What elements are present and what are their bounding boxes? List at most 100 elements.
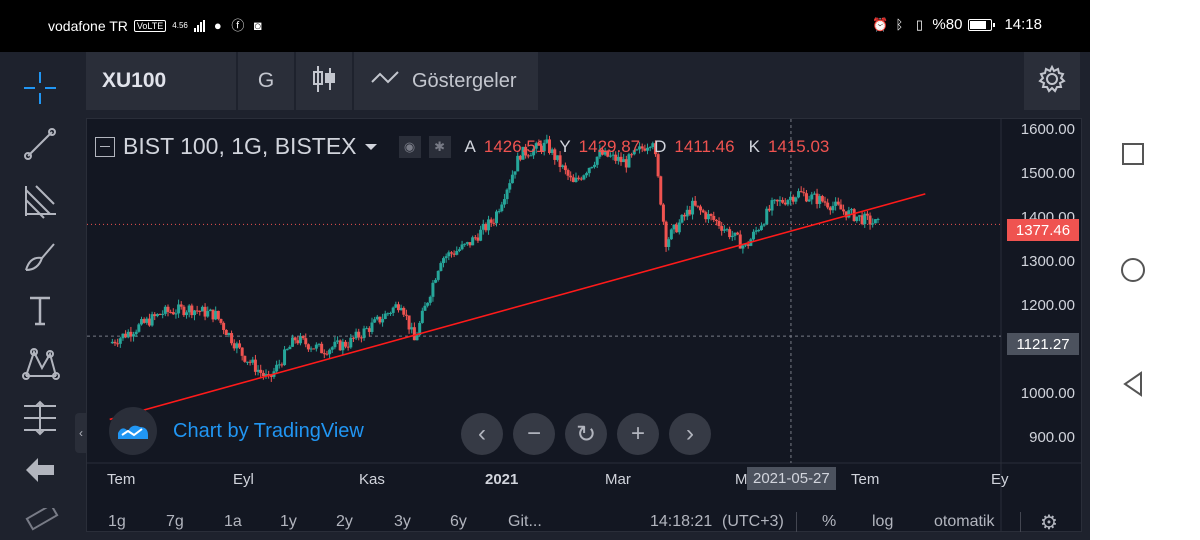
candle-body (500, 204, 504, 212)
ohlc-low-value: 1411.46 (674, 136, 735, 156)
ruler-icon[interactable] (18, 508, 62, 538)
battery-percent: %80 (932, 16, 963, 33)
candle-body (799, 191, 803, 193)
recents-icon[interactable] (1105, 126, 1161, 182)
candle-body (651, 143, 655, 148)
chart-pane[interactable]: BIST 100, 1G, BISTEX ◉ ✱ A 1426.51 Y 142… (75, 118, 1082, 532)
range-3y-button[interactable]: 3y (394, 513, 411, 530)
candle-body (291, 337, 295, 347)
clock-label: 14:18:21 (650, 513, 713, 530)
candle-body (728, 229, 732, 238)
price-chart[interactable] (87, 119, 1081, 531)
text-icon[interactable] (18, 288, 62, 332)
back-icon[interactable] (1105, 356, 1161, 412)
zoom-in-icon[interactable]: + (617, 413, 659, 455)
network-speed: 4.56 (172, 21, 188, 30)
chart-type-button[interactable] (296, 52, 352, 110)
candle-body (661, 204, 665, 222)
candle-body (333, 341, 337, 348)
chevron-right-icon[interactable]: › (669, 413, 711, 455)
fib-icon[interactable] (18, 178, 62, 222)
candle-body (232, 343, 236, 349)
candle-body (434, 279, 438, 283)
chevron-down-icon[interactable] (364, 143, 377, 150)
zoom-out-icon[interactable]: − (513, 413, 555, 455)
goto-button[interactable]: Git... (508, 513, 542, 530)
ohlc-low-key: D (654, 136, 667, 156)
timeframe-button[interactable]: G (238, 52, 294, 110)
legend-title[interactable]: BIST 100, 1G, BISTEX (123, 133, 357, 159)
candle-body (426, 302, 430, 306)
android-nav-bar (1090, 0, 1200, 540)
candle-body (145, 318, 149, 323)
tradingview-watermark[interactable]: Chart by TradingView (109, 407, 364, 455)
candle-body (155, 313, 159, 317)
candle-body (439, 263, 443, 271)
symbol-search-button[interactable]: XU100 (86, 52, 236, 110)
candle-body (116, 343, 120, 345)
candle-body (121, 333, 125, 339)
candle-body (558, 155, 562, 167)
chart-settings-button[interactable] (1024, 52, 1080, 110)
auto-toggle[interactable]: otomatik (934, 513, 995, 530)
brush-icon[interactable] (18, 234, 62, 278)
candle-body (826, 202, 830, 208)
log-toggle[interactable]: log (872, 513, 894, 530)
candle-body (235, 343, 239, 349)
candle-body (275, 364, 279, 372)
candle-body (418, 322, 422, 336)
range-1d-button[interactable]: 1g (108, 513, 126, 530)
reset-icon[interactable]: ↻ (565, 413, 607, 455)
range-2y-button[interactable]: 2y (336, 513, 353, 530)
candle-body (691, 200, 695, 215)
candle-body (733, 232, 737, 236)
eye-icon[interactable]: ◉ (398, 135, 421, 158)
gear-icon[interactable]: ⚙ (1040, 512, 1058, 534)
divider (796, 512, 797, 532)
candle-body (738, 234, 742, 249)
percent-toggle[interactable]: % (822, 513, 837, 530)
candle-body (542, 142, 546, 152)
candle-body (781, 199, 785, 203)
ohlc-close-value: 1415.03 (767, 136, 830, 156)
candle-body (624, 159, 628, 168)
candle-body (378, 316, 382, 323)
measure-icon[interactable] (18, 396, 62, 440)
chart-legend: BIST 100, 1G, BISTEX ◉ ✱ A 1426.51 Y 142… (95, 133, 829, 160)
collapse-toolbar-icon[interactable]: ‹ (75, 413, 87, 453)
range-1m-button[interactable]: 1a (224, 513, 242, 530)
candle-body (863, 213, 867, 225)
gear-icon[interactable]: ✱ (428, 135, 451, 158)
candle-body (471, 237, 475, 246)
candle-body (730, 235, 734, 238)
trend-line-icon[interactable] (18, 122, 62, 166)
crosshair-icon[interactable] (18, 66, 62, 110)
range-7d-button[interactable]: 7g (166, 513, 184, 530)
back-arrow-icon[interactable] (18, 448, 62, 492)
candle-body (298, 336, 302, 344)
candle-body (245, 361, 249, 363)
candle-body (508, 183, 512, 190)
candle-body (293, 337, 297, 341)
indicators-button[interactable]: Göstergeler (354, 52, 538, 110)
candle-body (150, 314, 154, 326)
timezone-button[interactable]: (UTC+3) (722, 513, 784, 530)
chevron-left-icon[interactable]: ‹ (461, 413, 503, 455)
candle-body (158, 313, 162, 315)
carrier-label: vodafone TR (48, 18, 128, 34)
clock: 14:18 (1004, 16, 1042, 33)
candle-body (367, 328, 371, 332)
range-1y-button[interactable]: 1y (280, 513, 297, 530)
bottom-toolbar: 1g 7g 1a 1y 2y 3y 6y Git... 14:18:21 (UT… (86, 504, 1082, 540)
pattern-icon[interactable] (18, 342, 62, 386)
candle-body (582, 175, 586, 180)
candle-body (301, 336, 305, 339)
candle-body (455, 250, 459, 255)
candle-body (566, 170, 570, 176)
candle-body (502, 199, 506, 205)
collapse-legend-icon[interactable] (95, 136, 115, 157)
home-icon[interactable] (1105, 242, 1161, 298)
candle-body (532, 148, 536, 156)
symbol-label: XU100 (102, 69, 167, 92)
range-6y-button[interactable]: 6y (450, 513, 467, 530)
